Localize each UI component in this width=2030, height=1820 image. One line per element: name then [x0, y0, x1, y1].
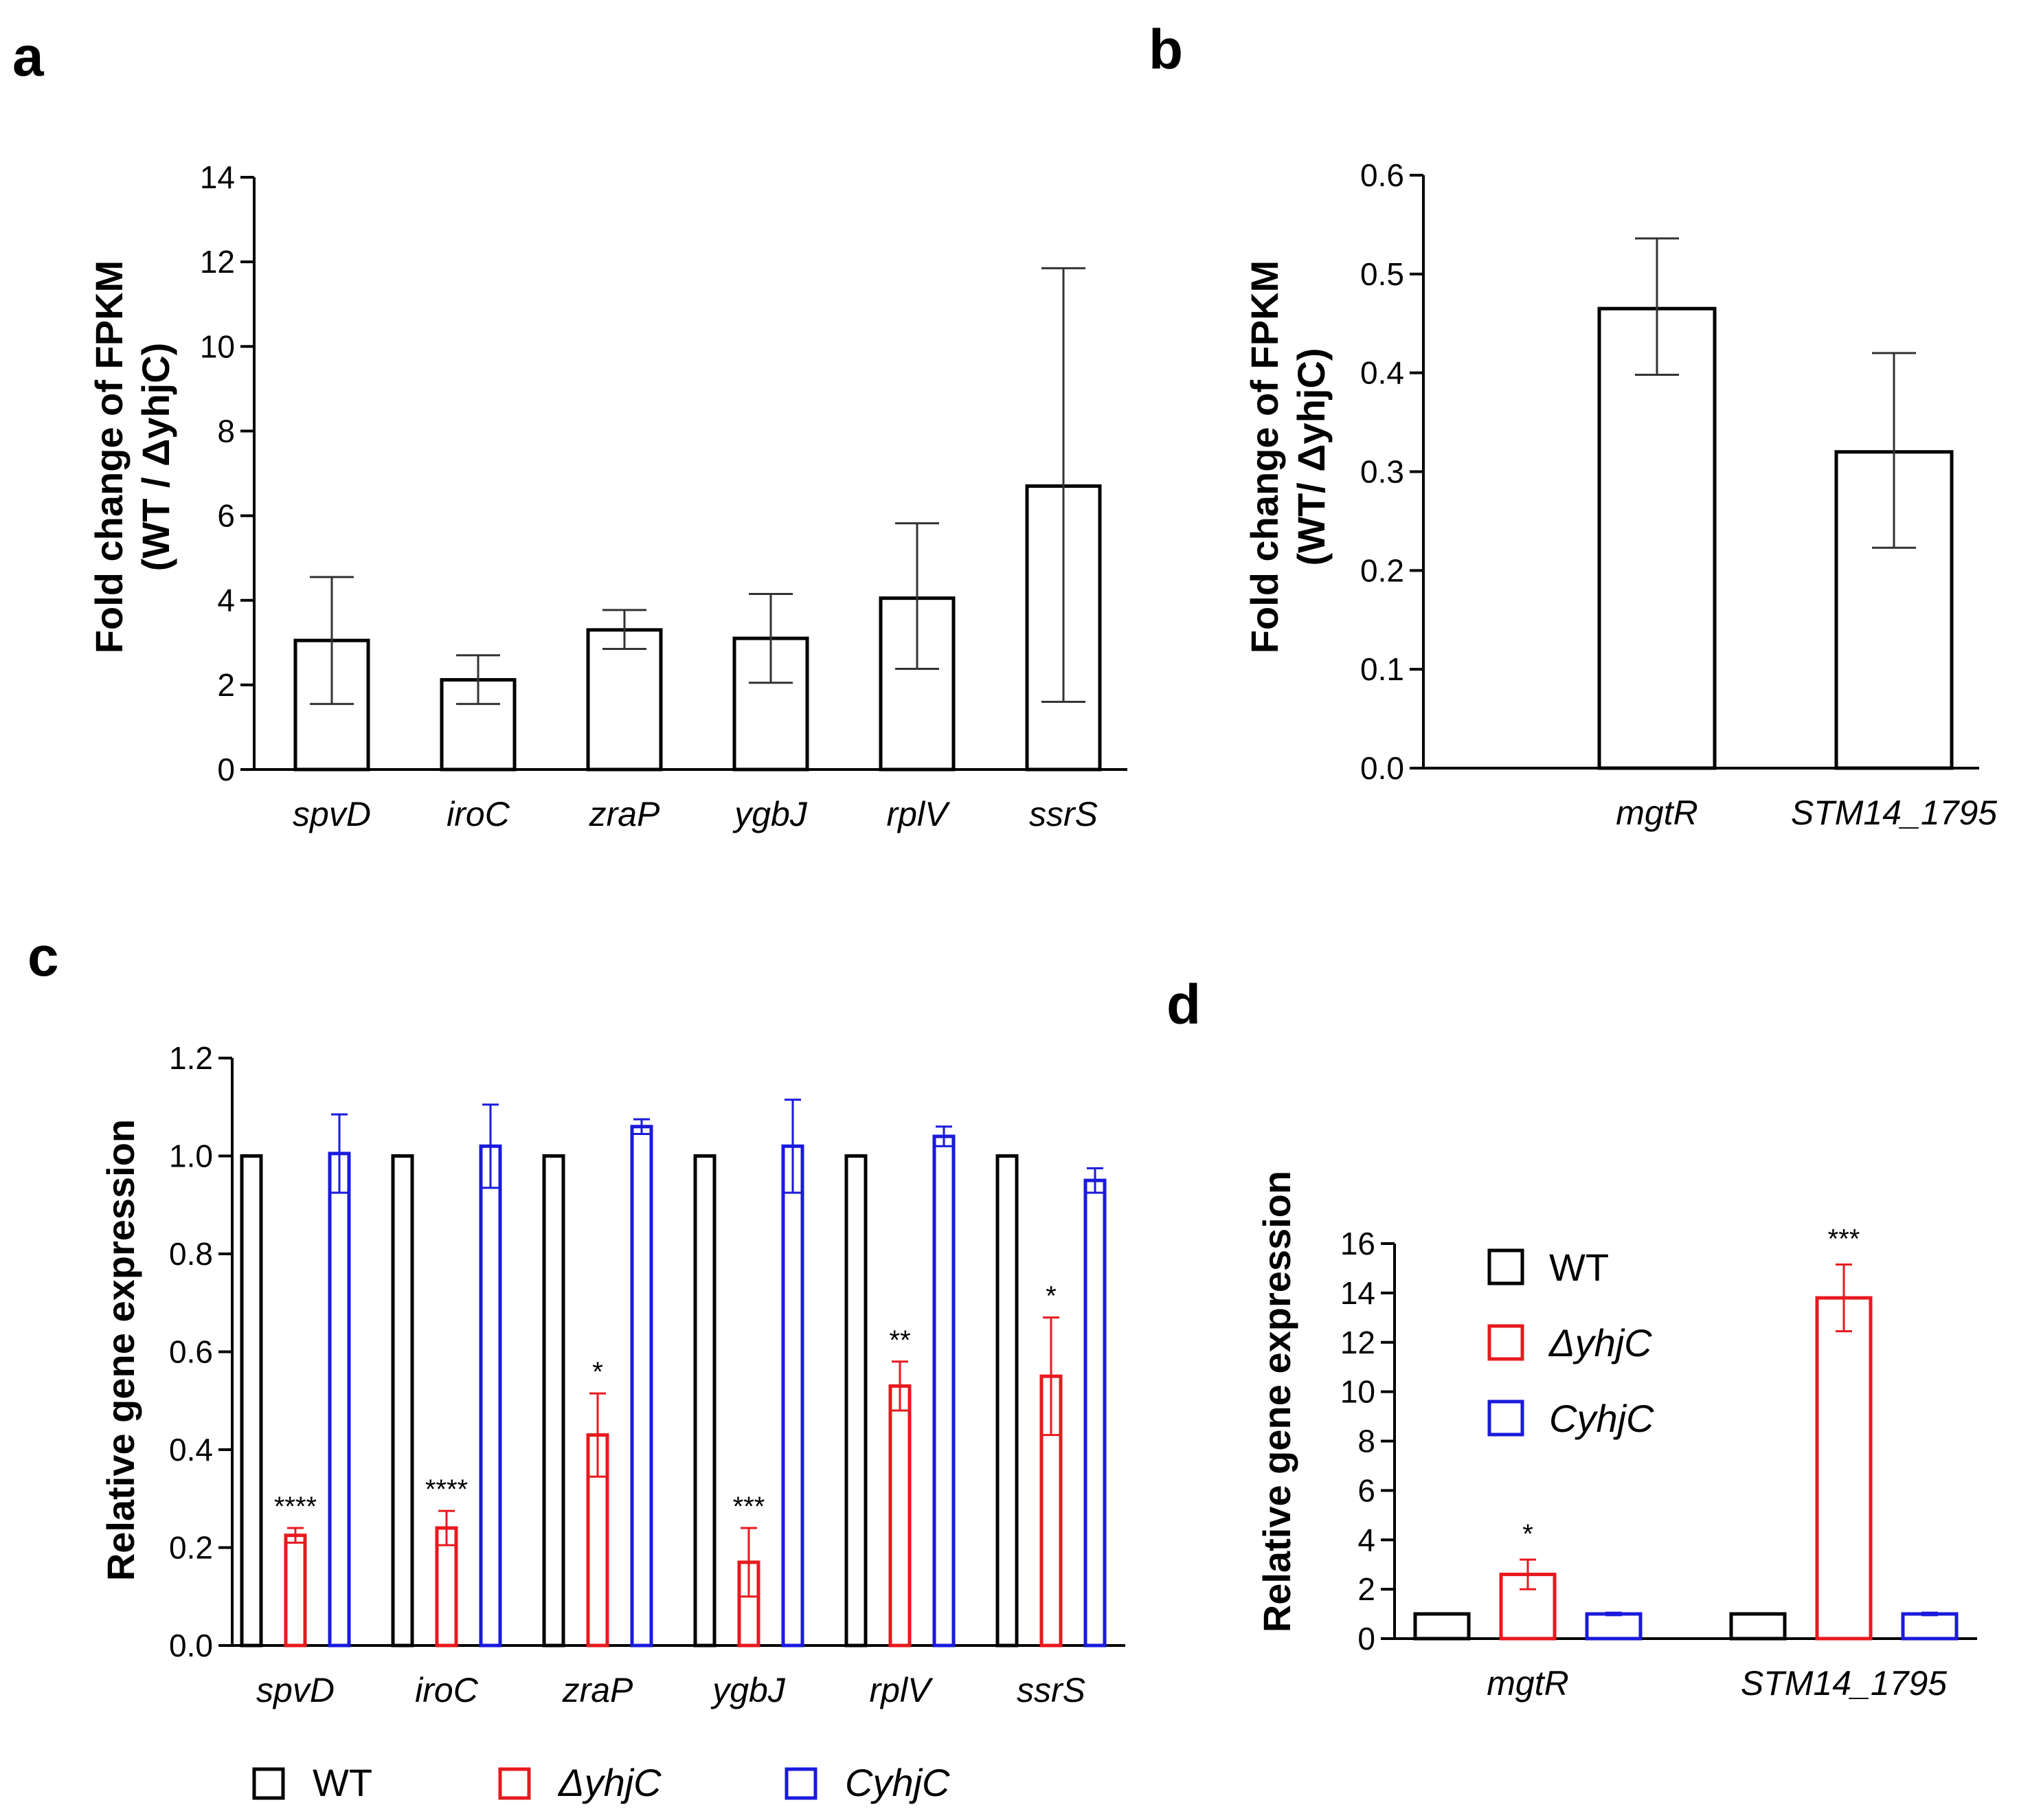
panel-c-bar-1 — [284, 1533, 307, 1648]
panel-d-significance: * — [1522, 1519, 1533, 1549]
panel-label-c: c — [27, 925, 59, 988]
panel-c-bar-0 — [542, 1154, 565, 1648]
panel-a-category-label: ygbJ — [732, 795, 808, 833]
panel-d-y-tick-label: 6 — [1357, 1472, 1375, 1508]
panel-d-category-label: STM14_1795 — [1741, 1664, 1947, 1703]
panel-c-bar-0 — [995, 1154, 1019, 1648]
panel-b-ylabel-line2: (WT/ ΔyhjC) — [1289, 348, 1333, 565]
panel-c-category-label: spvD — [256, 1671, 335, 1709]
panel-b-category-label: mgtR — [1616, 794, 1698, 832]
panel-c-category-label: iroC — [415, 1671, 479, 1709]
panel-a-y-tick-label: 4 — [217, 583, 235, 618]
panel-d-legend-swatch-2 — [1487, 1400, 1524, 1437]
panel-a-y-tick-label: 12 — [200, 244, 235, 280]
panel-a-y-tick-label: 6 — [217, 498, 235, 534]
panel-c-legend-label-2: CyhjC — [845, 1761, 950, 1804]
panel-a-category-label: ssrS — [1029, 795, 1098, 833]
panel-c-bar-2 — [932, 1134, 956, 1648]
panel-b-y-tick-label: 0.6 — [1360, 157, 1404, 193]
panel-c-category-label: zraP — [562, 1671, 633, 1709]
panel-d-category-label: mgtR — [1487, 1664, 1568, 1703]
panel-a-category-label: zraP — [589, 795, 660, 833]
panel-c-category-label: ssrS — [1017, 1671, 1085, 1709]
panel-a-y-tick-label: 8 — [217, 413, 235, 449]
panel-c-bar-2 — [1083, 1178, 1107, 1648]
panel-b-y-tick-label: 0.4 — [1360, 355, 1404, 391]
panel-d-bar-1 — [1815, 1296, 1873, 1641]
panel-c-bar-0 — [844, 1154, 868, 1648]
panel-b-y-tick-label: 0.1 — [1360, 651, 1404, 687]
panel-c-ylabel: Relative gene expression — [99, 1119, 142, 1581]
panel-d-legend-swatch-0 — [1487, 1248, 1524, 1285]
panel-b-ylabel-line1: Fold change of FPKM — [1243, 260, 1286, 653]
panel-c-y-tick-label: 1.2 — [169, 1040, 213, 1076]
panel-d-y-tick-label: 8 — [1357, 1424, 1375, 1459]
panel-d-y-tick-label: 4 — [1357, 1522, 1375, 1558]
panel-b-y-tick-label: 0.3 — [1360, 454, 1404, 490]
panel-b-y-tick-label: 0.0 — [1360, 750, 1404, 786]
panel-label-b: b — [1149, 19, 1183, 81]
panel-d-y-tick-label: 0 — [1357, 1621, 1375, 1656]
panel-c-bar-2 — [630, 1125, 653, 1648]
panel-c-legend-label-1: ΔyhjC — [557, 1761, 662, 1804]
panel-a-y-tick-label: 14 — [200, 159, 235, 195]
panel-d-bar-2 — [1585, 1612, 1643, 1641]
panel-d-legend-swatch-1 — [1487, 1324, 1524, 1361]
panel-d-bar-0 — [1413, 1612, 1471, 1641]
panel-c-significance: **** — [425, 1474, 468, 1505]
panel-c-bar-2 — [328, 1151, 351, 1648]
panel-b-y-tick-label: 0.2 — [1360, 552, 1404, 588]
panel-c-bar-0 — [693, 1154, 717, 1648]
panel-a-category-label: iroC — [447, 795, 510, 833]
panel-d-y-tick-label: 16 — [1340, 1226, 1375, 1261]
panel-c-bar-2 — [479, 1144, 502, 1648]
panel-c-bar-0 — [391, 1154, 414, 1648]
panel-a-category-label: rplV — [887, 795, 951, 833]
panel-d-legend-label-2: CyhjC — [1549, 1397, 1654, 1440]
panel-c-y-tick-label: 0.6 — [169, 1334, 213, 1370]
panel-d-legend-label-0: WT — [1549, 1246, 1609, 1289]
panel-a-y-tick-label: 10 — [200, 328, 235, 364]
panel-c-legend-swatch-2 — [785, 1767, 817, 1800]
panel-label-a: a — [12, 25, 45, 88]
panel-b-bar — [1597, 306, 1717, 770]
panel-d-bar-2 — [1901, 1612, 1959, 1641]
panel-c-y-tick-label: 0.0 — [169, 1628, 213, 1663]
panel-d-y-tick-label: 2 — [1357, 1571, 1375, 1607]
panel-d-y-tick-label: 14 — [1340, 1275, 1375, 1311]
panel-c-significance: * — [592, 1357, 603, 1387]
panel-label-d: d — [1166, 974, 1201, 1036]
panel-d-y-tick-label: 10 — [1340, 1374, 1375, 1410]
panel-a-category-label: spvD — [293, 795, 371, 833]
panel-c-legend-swatch-0 — [252, 1767, 285, 1800]
panel-b-y-tick-label: 0.5 — [1360, 256, 1404, 292]
panel-d-ylabel: Relative gene expression — [1255, 1171, 1298, 1632]
panel-c-category-label: ygbJ — [710, 1671, 786, 1709]
panel-c-y-tick-label: 0.2 — [169, 1530, 213, 1566]
panel-a-y-tick-label: 2 — [217, 667, 235, 703]
panel-a-ylabel-line1: Fold change of FPKM — [87, 260, 131, 653]
panel-c-category-label: rplV — [870, 1671, 934, 1709]
panel-c-legend-swatch-1 — [498, 1767, 531, 1800]
panel-d-legend-label-1: ΔyhjC — [1548, 1321, 1652, 1364]
panel-a-ylabel-line2: (WT / ΔyhjC) — [134, 343, 177, 572]
panel-c-significance: *** — [733, 1492, 765, 1522]
panel-c-significance: * — [1046, 1281, 1057, 1312]
panel-c-bar-2 — [781, 1144, 804, 1648]
panel-c-legend-label-0: WT — [313, 1761, 372, 1804]
panel-c-bar-1 — [888, 1384, 912, 1648]
panel-d-significance: *** — [1828, 1224, 1860, 1255]
panel-c-significance: ** — [889, 1325, 910, 1356]
panel-a-bar — [586, 628, 663, 772]
panel-b-category-label: STM14_1795 — [1791, 794, 1997, 832]
panel-c-bar-0 — [240, 1154, 263, 1648]
panel-d-y-tick-label: 12 — [1340, 1325, 1375, 1360]
panel-c-y-tick-label: 0.4 — [169, 1432, 213, 1468]
panel-a-y-tick-label: 0 — [217, 752, 235, 787]
panel-c-y-tick-label: 0.8 — [169, 1236, 213, 1272]
panel-d-bar-0 — [1729, 1612, 1787, 1641]
panel-c-y-tick-label: 1.0 — [169, 1138, 213, 1174]
panel-c-significance: **** — [274, 1492, 317, 1522]
